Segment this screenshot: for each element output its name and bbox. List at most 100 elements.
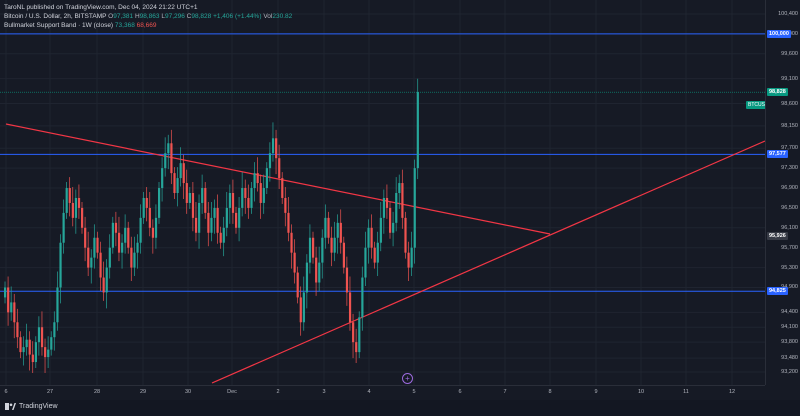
price-axis-label: 97,300: [781, 165, 798, 172]
candle-body: [299, 297, 302, 323]
candle-body: [114, 222, 118, 233]
chart-pane[interactable]: TaroNL published on TradingView.com, Dec…: [0, 0, 765, 385]
price-tag: 97,577: [767, 150, 788, 159]
candle-body: [315, 257, 318, 283]
candle-body: [136, 242, 139, 253]
time-axis-label: Dec: [227, 389, 237, 395]
ascending-trendline: [211, 140, 765, 384]
candle-body: [22, 347, 25, 353]
price-axis-label: 95,300: [781, 264, 798, 271]
candle-body: [90, 257, 93, 268]
change-value: +1,406 (+1.44%): [213, 13, 262, 20]
candle-body: [87, 247, 90, 268]
tradingview-logo-icon: [5, 403, 16, 410]
candle-body: [410, 247, 413, 268]
candle-body: [228, 193, 232, 208]
candle-body: [296, 272, 299, 298]
close-value: 98,828: [191, 13, 212, 20]
price-axis-label: 97,700: [781, 145, 798, 152]
candle-body: [117, 232, 121, 253]
candle-body: [25, 339, 28, 348]
candle-body: [244, 188, 247, 198]
price-axis-label: 94,100: [781, 324, 798, 331]
candle-body: [413, 168, 416, 248]
time-axis[interactable]: 6 27 28 29 30 Dec 2 3 4 5 6 7 8 9 10 11 12: [0, 385, 765, 401]
tradingview-logo-text: TradingView: [19, 403, 58, 410]
candle-body: [96, 237, 99, 253]
candle-body: [81, 207, 84, 228]
price-axis[interactable]: 100,400 100,000 99,600 99,100 98,600 98,150 97…: [765, 0, 800, 385]
time-axis-label: 2: [276, 389, 280, 395]
tradingview-logo: TradingView: [5, 403, 58, 410]
price-tag: 100,000: [767, 29, 791, 38]
candle-body: [164, 153, 167, 169]
price-chart[interactable]: [0, 0, 765, 385]
price-axis-label: 98,150: [781, 122, 798, 129]
candle-body: [222, 227, 225, 243]
indicator-name: Bullmarket Support Band · 1W (close): [4, 22, 114, 29]
candle-body: [10, 302, 13, 313]
candle-body: [182, 163, 185, 184]
candle-body: [253, 173, 256, 189]
candle-body: [339, 222, 342, 243]
replay-icon[interactable]: +: [402, 373, 413, 384]
candle-body: [416, 92, 419, 169]
candle-body: [65, 188, 68, 213]
candle-body: [53, 322, 56, 338]
candle-body: [407, 252, 410, 268]
candle-body: [28, 339, 31, 355]
time-axis-label: 29: [139, 389, 147, 395]
candle-body: [302, 292, 305, 323]
candle-body: [312, 237, 315, 258]
candle-body: [404, 217, 407, 253]
candle-body: [201, 188, 204, 203]
candle-body: [225, 207, 228, 228]
time-axis-label: 12: [728, 389, 736, 395]
candle-body: [179, 163, 182, 179]
indicator-value-1: 73,368: [114, 22, 135, 29]
candle-body: [133, 252, 136, 268]
candle-body: [207, 212, 210, 233]
candle-body: [4, 287, 7, 298]
candle-body: [59, 242, 62, 288]
price-axis-label: 93,480: [781, 355, 798, 362]
open-value: 97,381: [113, 13, 134, 20]
candle-body: [268, 153, 272, 169]
candle-body: [231, 193, 235, 213]
candle-body: [358, 317, 361, 353]
candle-body: [13, 302, 16, 323]
close-label: C: [186, 13, 192, 20]
time-axis-label: 4: [367, 389, 371, 395]
symbol-price-tag: BTCUSD: [746, 101, 765, 109]
candle-body: [167, 143, 170, 154]
candle-body: [305, 262, 309, 293]
price-axis-label: 100,400: [778, 11, 798, 17]
candle-body: [281, 178, 284, 198]
indicator-line[interactable]: Bullmarket Support Band · 1W (close) 73,…: [4, 21, 292, 30]
candle-body: [385, 197, 389, 208]
candle-body: [355, 342, 358, 353]
candle-body: [102, 277, 105, 293]
candle-body: [124, 227, 127, 243]
price-axis-label: 95,700: [781, 244, 798, 251]
candle-body: [367, 227, 370, 248]
candle-body: [219, 232, 222, 243]
candle-body: [330, 237, 333, 253]
candle-body: [74, 197, 78, 218]
candle-body: [130, 247, 133, 268]
candle-body: [142, 197, 145, 218]
indicator-value-2: 68,669: [136, 22, 157, 29]
candle-body: [198, 202, 201, 233]
candle-body: [16, 322, 19, 338]
symbol-title[interactable]: Bitcoin / U.S. Dollar, 2h, BITSTAMP: [4, 13, 107, 20]
time-axis-label: 27: [46, 389, 54, 395]
time-axis-label: 30: [184, 389, 192, 395]
candle-body: [7, 287, 10, 313]
candle-body: [345, 267, 349, 293]
time-axis-label: 11: [683, 389, 689, 395]
candle-body: [342, 242, 345, 268]
candle-body: [151, 227, 155, 238]
price-axis-label: 94,900: [781, 284, 798, 291]
candle-body: [145, 197, 148, 208]
candle-body: [392, 222, 395, 233]
